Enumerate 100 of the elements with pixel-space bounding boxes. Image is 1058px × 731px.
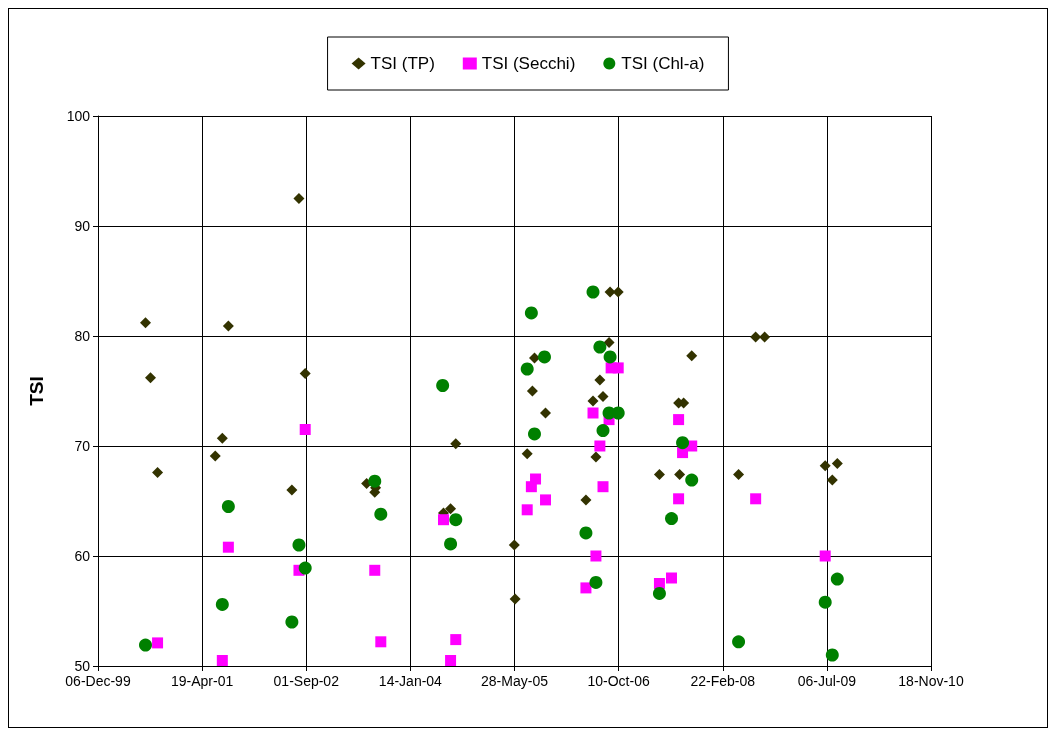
y-tick-label: 50 <box>74 658 91 674</box>
point <box>603 337 615 349</box>
point <box>596 424 610 438</box>
point <box>222 320 234 332</box>
point <box>369 564 381 576</box>
point <box>593 340 607 354</box>
point <box>604 286 616 298</box>
point <box>580 494 592 506</box>
point <box>652 586 666 600</box>
point <box>521 448 533 460</box>
point <box>215 597 229 611</box>
legend-label: TSI (Chl-a) <box>621 54 705 73</box>
point <box>594 440 606 452</box>
point <box>538 350 551 364</box>
point <box>818 595 832 609</box>
point <box>653 469 665 481</box>
point <box>375 636 387 648</box>
point <box>666 572 678 584</box>
point <box>611 406 625 420</box>
point <box>530 473 542 485</box>
y-tick-label: 70 <box>74 438 91 454</box>
y-tick-label: 80 <box>74 328 91 344</box>
x-tick-label: 10-Oct-06 <box>587 673 650 689</box>
point <box>686 350 698 362</box>
legend-label: TSI (TP) <box>370 54 435 73</box>
point <box>587 407 599 419</box>
point <box>221 500 235 513</box>
point <box>590 451 602 463</box>
y-tick-label: 90 <box>74 218 91 234</box>
point <box>444 537 458 551</box>
point <box>819 460 831 472</box>
point <box>374 507 388 521</box>
point <box>216 655 228 666</box>
x-tick-label: 06-Dec-99 <box>65 673 131 689</box>
point <box>526 385 538 397</box>
point <box>597 391 609 402</box>
point <box>436 379 450 392</box>
point <box>685 473 699 487</box>
point <box>449 513 463 527</box>
y-axis-title: TSI <box>26 376 47 406</box>
point <box>603 350 617 364</box>
point <box>521 504 533 516</box>
point <box>445 503 457 515</box>
point <box>368 474 382 488</box>
point <box>286 484 298 496</box>
y-tick-label: 60 <box>74 548 91 564</box>
point <box>285 615 299 629</box>
x-tick-label: 01-Sep-02 <box>273 673 340 689</box>
point <box>594 374 606 386</box>
point <box>597 481 609 493</box>
point <box>299 424 311 435</box>
point <box>520 362 534 376</box>
point <box>509 593 521 605</box>
point <box>733 469 745 481</box>
point <box>732 635 746 649</box>
point <box>528 427 541 441</box>
x-tick-label: 22-Feb-08 <box>690 673 756 689</box>
x-tick-label: 18-Nov-10 <box>898 673 964 689</box>
x-tick-label: 14-Jan-04 <box>378 673 443 689</box>
point <box>831 458 843 470</box>
x-tick-label: 06-Jul-09 <box>797 673 857 689</box>
point <box>540 494 552 506</box>
point <box>445 655 457 666</box>
point <box>293 193 305 204</box>
point <box>750 493 762 505</box>
point <box>152 466 164 478</box>
point <box>830 572 844 586</box>
point <box>450 438 462 450</box>
point <box>674 469 686 481</box>
point <box>826 474 838 486</box>
point <box>138 638 152 652</box>
point <box>819 550 831 562</box>
point <box>580 582 592 594</box>
point <box>437 514 449 526</box>
point <box>673 414 685 426</box>
point <box>540 407 552 419</box>
point <box>579 526 593 540</box>
point <box>152 637 164 649</box>
x-tick-label: 19-Apr-01 <box>170 673 234 689</box>
legend-label: TSI (Secchi) <box>481 54 576 73</box>
point <box>216 432 228 444</box>
point <box>144 372 156 384</box>
point <box>209 450 221 462</box>
point <box>673 493 685 505</box>
point <box>759 331 771 343</box>
point <box>587 395 599 407</box>
point <box>825 648 839 662</box>
point <box>612 362 624 374</box>
point <box>139 317 151 329</box>
point <box>528 352 540 364</box>
y-tick-label: 100 <box>66 108 91 124</box>
point <box>589 575 603 589</box>
x-tick-label: 28-May-05 <box>481 673 549 689</box>
point <box>524 306 538 320</box>
point <box>676 436 690 450</box>
point <box>298 561 312 575</box>
point <box>222 541 234 553</box>
point <box>292 538 306 552</box>
point <box>508 539 520 551</box>
point <box>590 550 602 562</box>
